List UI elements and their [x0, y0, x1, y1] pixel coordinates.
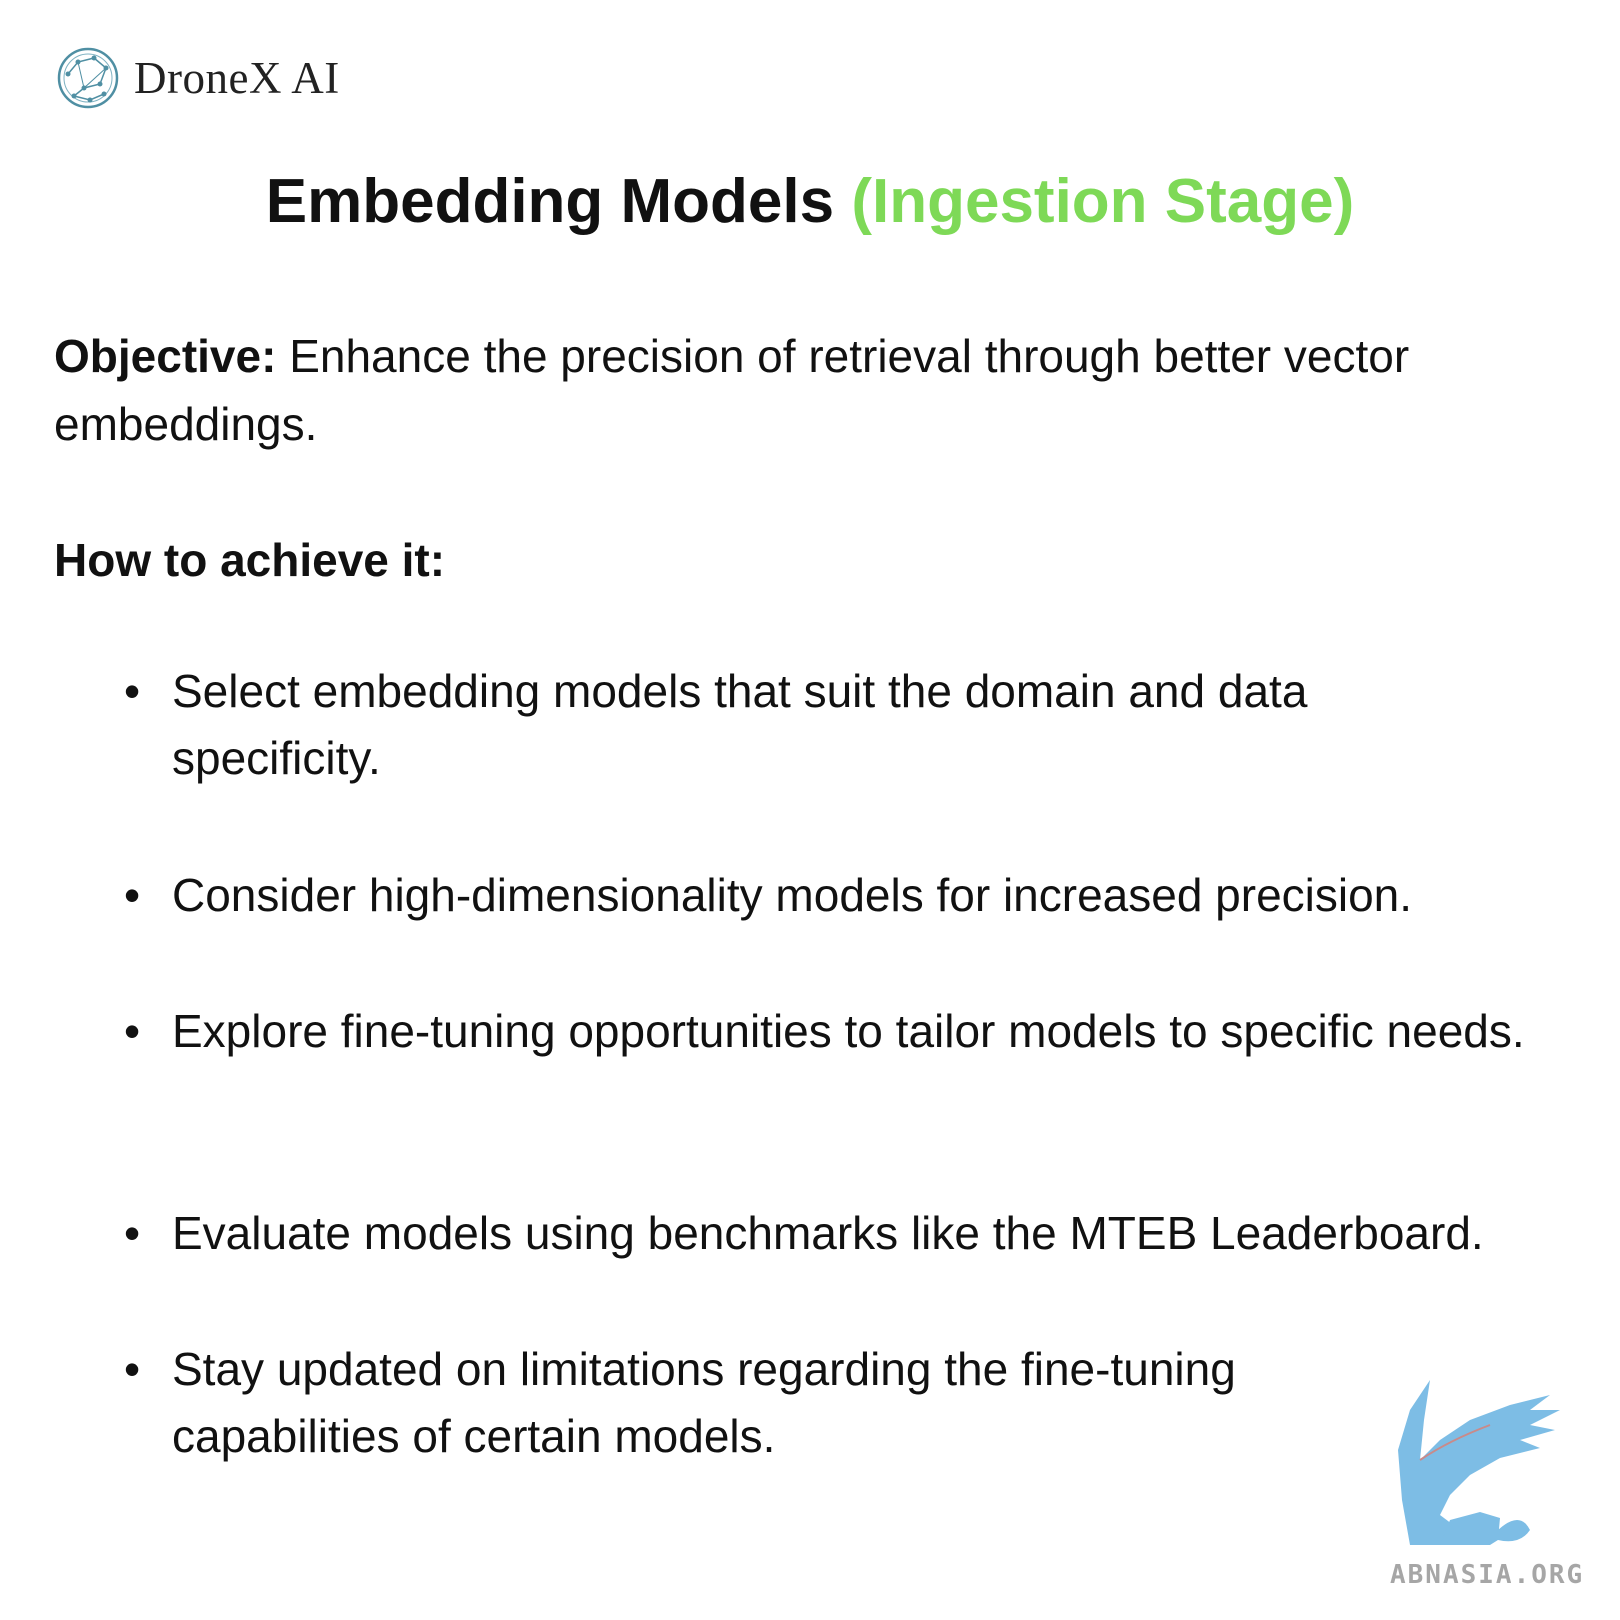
objective-text: Enhance the precision of retrieval throu… [54, 330, 1410, 450]
list-item-text: Select embedding models that suit the do… [172, 665, 1308, 784]
how-to-heading: How to achieve it: [54, 534, 446, 586]
bullet-icon: • [124, 1343, 141, 1395]
brand-header: DroneX AI [54, 44, 340, 112]
list-item-text: Consider high-dimensionality models for … [172, 869, 1413, 921]
bullet-icon: • [124, 1005, 141, 1057]
objective-paragraph: Objective: Enhance the precision of retr… [54, 322, 1594, 458]
list-item-text: Stay updated on limitations regarding th… [172, 1343, 1236, 1462]
bullet-icon: • [124, 1207, 141, 1259]
list-item-text: Explore fine-tuning opportunities to tai… [172, 1005, 1525, 1057]
griffin-watermark-icon [1398, 1380, 1560, 1545]
list-item: • Stay updated on limitations regarding … [124, 1336, 1594, 1470]
list-item-text: Evaluate models using benchmarks like th… [172, 1207, 1484, 1259]
list-item: • Evaluate models using benchmarks like … [124, 1200, 1594, 1267]
bullet-icon: • [124, 869, 141, 921]
watermark-text: ABNASIA.ORG [1390, 1560, 1585, 1590]
objective-label: Objective: [54, 330, 277, 382]
list-item: • Consider high-dimensionality models fo… [124, 862, 1594, 929]
title-main: Embedding Models [265, 167, 835, 236]
constellation-circle-icon [57, 47, 119, 109]
list-item: • Explore fine-tuning opportunities to t… [124, 998, 1594, 1065]
page-title: Embedding Models (Ingestion Stage) [0, 162, 1620, 242]
brand-name: DroneX AI [134, 53, 340, 103]
bullet-icon: • [124, 665, 141, 717]
list-item: • Select embedding models that suit the … [124, 658, 1564, 792]
title-accent: (Ingestion Stage) [851, 167, 1355, 236]
